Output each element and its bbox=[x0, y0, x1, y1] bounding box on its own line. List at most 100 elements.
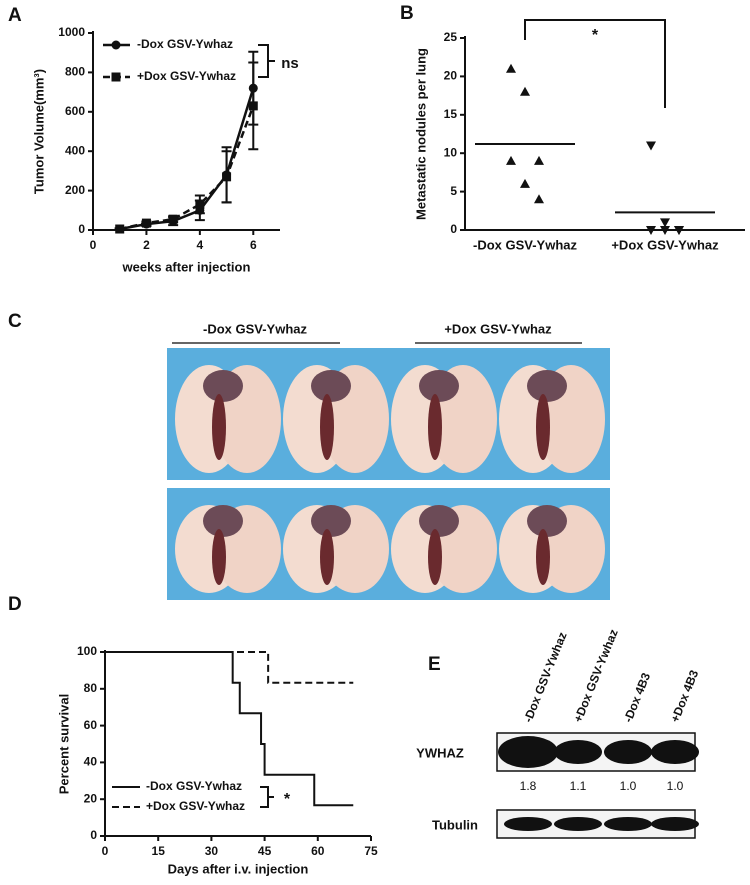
x-axis-label: Days after i.v. injection bbox=[168, 861, 309, 876]
y-tick-label: 200 bbox=[65, 183, 85, 197]
vessel bbox=[212, 394, 226, 460]
quantification: 1.0 bbox=[667, 779, 684, 793]
vessel bbox=[428, 394, 442, 460]
vessel bbox=[428, 529, 442, 585]
y-tick-label: 40 bbox=[84, 755, 98, 769]
y-axis-label: Percent survival bbox=[56, 694, 71, 794]
annotation: * bbox=[284, 791, 291, 808]
legend-label: +Dox GSV-Ywhaz bbox=[137, 69, 236, 83]
x-tick-label: 75 bbox=[364, 844, 378, 858]
y-tick-label: 600 bbox=[65, 104, 85, 118]
panel-label: E bbox=[428, 654, 441, 675]
marker bbox=[195, 199, 205, 209]
bracket bbox=[524, 19, 666, 108]
marker bbox=[506, 155, 516, 165]
vessel bbox=[320, 394, 334, 460]
band bbox=[504, 817, 552, 831]
x-tick-label: +Dox GSV-Ywhaz bbox=[611, 237, 719, 252]
blot-row-label: YWHAZ bbox=[416, 745, 464, 760]
heart bbox=[527, 505, 567, 537]
marker bbox=[520, 178, 530, 188]
lane-label: +Dox GSV-Ywhaz bbox=[571, 627, 621, 724]
legend-marker bbox=[111, 40, 121, 50]
x-tick-label: 4 bbox=[197, 238, 204, 252]
heart bbox=[311, 505, 351, 537]
marker bbox=[534, 155, 544, 165]
panel-label: D bbox=[8, 594, 22, 615]
y-tick-label: 1000 bbox=[58, 25, 85, 39]
x-tick-label: 2 bbox=[143, 238, 150, 252]
blot-row-label: Tubulin bbox=[432, 817, 478, 832]
band bbox=[554, 817, 602, 831]
heart bbox=[419, 505, 459, 537]
marker bbox=[646, 226, 656, 235]
x-tick-label: 30 bbox=[205, 844, 219, 858]
y-tick-label: 5 bbox=[450, 184, 457, 198]
bracket bbox=[260, 786, 274, 808]
heart bbox=[203, 370, 243, 402]
marker bbox=[248, 101, 258, 111]
legend-label: -Dox GSV-Ywhaz bbox=[137, 37, 233, 51]
y-tick-label: 15 bbox=[444, 107, 458, 121]
survival-curve bbox=[105, 651, 354, 807]
legend-label: -Dox GSV-Ywhaz bbox=[146, 779, 242, 793]
y-tick-label: 800 bbox=[65, 65, 85, 79]
x-tick-label: 60 bbox=[311, 844, 325, 858]
x-tick-label: 6 bbox=[250, 238, 257, 252]
survival-curve bbox=[105, 651, 354, 684]
bracket bbox=[258, 44, 275, 78]
x-axis-label: weeks after injection bbox=[122, 259, 251, 274]
group-label: -Dox GSV-Ywhaz bbox=[203, 321, 308, 336]
marker bbox=[660, 226, 670, 235]
quantification: 1.8 bbox=[520, 779, 537, 793]
series-line bbox=[119, 87, 255, 231]
quantification: 1.1 bbox=[570, 779, 587, 793]
y-tick-label: 100 bbox=[77, 644, 97, 658]
vessel bbox=[212, 529, 226, 585]
marker bbox=[674, 226, 684, 235]
y-tick-label: 20 bbox=[84, 791, 98, 805]
band bbox=[651, 740, 699, 764]
x-tick-label: -Dox GSV-Ywhaz bbox=[473, 237, 578, 252]
vessel bbox=[320, 529, 334, 585]
y-tick-label: 400 bbox=[65, 143, 85, 157]
heart bbox=[419, 370, 459, 402]
y-tick-label: 0 bbox=[78, 222, 85, 236]
series-line bbox=[119, 105, 255, 231]
marker bbox=[115, 224, 125, 234]
y-tick-label: 80 bbox=[84, 681, 98, 695]
panel-label: C bbox=[8, 311, 22, 332]
axis bbox=[92, 31, 280, 231]
x-tick-label: 0 bbox=[90, 238, 97, 252]
lane-label: -Dox 4B3 bbox=[621, 671, 654, 725]
x-tick-label: 15 bbox=[152, 844, 166, 858]
marker bbox=[141, 218, 151, 228]
y-tick-label: 20 bbox=[444, 69, 458, 83]
marker bbox=[646, 141, 656, 151]
legend-marker bbox=[111, 72, 121, 82]
x-tick-label: 45 bbox=[258, 844, 272, 858]
x-tick-label: 0 bbox=[102, 844, 109, 858]
marker bbox=[168, 214, 178, 224]
marker bbox=[222, 172, 232, 182]
heart bbox=[527, 370, 567, 402]
lane-label: +Dox 4B3 bbox=[668, 668, 702, 725]
band bbox=[604, 817, 652, 831]
vessel bbox=[536, 394, 550, 460]
annotation: * bbox=[592, 27, 599, 44]
band bbox=[651, 817, 699, 831]
y-tick-label: 60 bbox=[84, 718, 98, 732]
group-label: +Dox GSV-Ywhaz bbox=[444, 321, 552, 336]
lane-label: -Dox GSV-Ywhaz bbox=[521, 630, 570, 724]
quantification: 1.0 bbox=[620, 779, 637, 793]
y-tick-label: 10 bbox=[444, 145, 458, 159]
y-tick-label: 25 bbox=[444, 30, 458, 44]
marker bbox=[534, 194, 544, 204]
panel-label: B bbox=[400, 3, 414, 24]
y-axis-label: Metastatic nodules per lung bbox=[413, 48, 428, 220]
heart bbox=[311, 370, 351, 402]
annotation: ns bbox=[281, 55, 299, 72]
marker bbox=[520, 86, 530, 96]
legend-label: +Dox GSV-Ywhaz bbox=[146, 799, 245, 813]
